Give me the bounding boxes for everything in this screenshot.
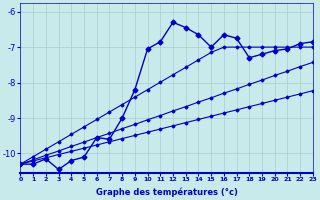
X-axis label: Graphe des températures (°c): Graphe des températures (°c) bbox=[96, 188, 237, 197]
